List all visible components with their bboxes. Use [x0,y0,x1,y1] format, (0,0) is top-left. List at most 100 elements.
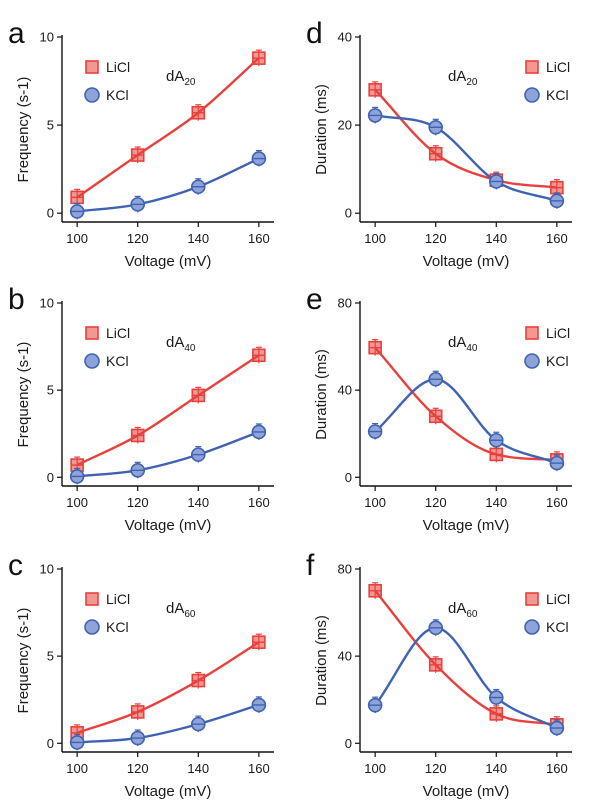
y-tick-label: 10 [40,30,54,45]
annotation-label: dA40 [166,334,196,354]
y-tick-label: 80 [338,296,352,311]
legend-entry-KCl: KCl [524,619,569,635]
x-tick-label: 100 [66,761,88,776]
annotation-subscript: 60 [466,609,478,620]
series-line-LiCl [76,354,260,467]
x-tick-label: 140 [485,761,507,776]
annotation-subscript: 60 [184,609,196,620]
y-tick-label: 40 [338,383,352,398]
x-tick-label: 100 [364,231,386,246]
legend-label: LiCl [546,59,570,75]
y-tick-label: 0 [345,470,352,485]
series-line-KCl [374,626,558,730]
y-axis-label: Frequency (s-1) [15,608,32,714]
legend-marker-circle [84,353,100,369]
panel-letter: b [8,283,25,316]
legend-entry-LiCl: LiCl [85,591,130,607]
annotation-base: dA [448,600,466,617]
chart-panel-e: 100 120 140 160 0 40 80 Voltage (mV) Duration (m… [306,283,572,534]
x-tick-label: 140 [187,231,209,246]
series-line-LiCl [374,590,558,726]
x-tick-label: 140 [485,495,507,510]
legend-marker-circle [524,619,540,635]
annotation-label: dA60 [166,600,196,620]
annotation-base: dA [166,334,184,351]
panel-letter: e [306,283,323,316]
legend-label: LiCl [106,591,130,607]
x-tick-label: 120 [127,495,149,510]
x-tick-label: 100 [66,495,88,510]
legend-entry-KCl: KCl [84,619,129,635]
x-tick-label: 160 [546,231,568,246]
series-line-KCl [374,114,558,203]
legend-label: LiCl [546,591,570,607]
legend-label: KCl [106,619,129,635]
legend-marker-square [85,326,99,340]
y-axis-label: Frequency (s-1) [15,342,32,448]
x-axis-label: Voltage (mV) [423,517,510,534]
legend-marker-square [525,326,539,340]
legend-marker-circle [524,353,540,369]
series-line-LiCl [374,89,558,189]
x-tick-label: 120 [425,495,447,510]
chart-panel-a: 100 120 140 160 0 5 10 Voltage (mV) Frequency (s… [8,17,274,270]
legend-entry-LiCl: LiCl [85,59,130,75]
y-axis-label: Duration (ms) [313,615,330,706]
x-tick-label: 100 [364,761,386,776]
y-tick-label: 5 [47,383,54,398]
series-line-LiCl [374,346,557,462]
x-tick-label: 100 [66,231,88,246]
annotation-subscript: 40 [184,343,196,354]
y-tick-label: 40 [338,30,352,45]
y-tick-label: 5 [47,118,54,133]
annotation-base: dA [448,68,466,85]
legend-label: LiCl [106,59,130,75]
y-axis-label: Duration (ms) [313,349,330,440]
y-tick-label: 10 [40,562,54,577]
legend-label: KCl [106,87,129,103]
chart-panel-c: 100 120 140 160 0 5 10 Voltage (mV) Frequency (s… [8,549,274,800]
y-tick-label: 0 [345,206,352,221]
annotation-subscript: 40 [466,343,478,354]
legend-label: KCl [546,619,569,635]
x-tick-label: 160 [248,231,270,246]
panel-letter: a [8,17,25,50]
y-tick-label: 0 [47,206,54,221]
x-tick-label: 160 [248,495,270,510]
series-line-KCl [77,703,260,744]
x-axis-label: Voltage (mV) [125,517,212,534]
legend-marker-circle [84,87,100,103]
x-tick-label: 160 [248,761,270,776]
series-line-LiCl [76,641,260,734]
annotation-base: dA [166,600,184,617]
x-tick-label: 140 [485,231,507,246]
chart-panel-f: 100 120 140 160 0 40 80 Voltage (mV) Duration (m… [306,549,572,800]
legend-label: LiCl [546,325,570,341]
y-tick-label: 0 [47,736,54,751]
legend-marker-circle [524,87,540,103]
x-tick-label: 120 [127,231,149,246]
annotation-base: dA [448,334,466,351]
legend-entry-KCl: KCl [84,87,129,103]
x-tick-label: 160 [546,495,568,510]
y-tick-label: 80 [338,562,352,577]
legend-label: KCl [546,87,569,103]
legend-entry-LiCl: LiCl [525,325,570,341]
legend-marker-square [85,592,99,606]
legend-label: KCl [106,353,129,369]
chart-panel-b: 100 120 140 160 0 5 10 Voltage (mV) Frequency (s… [8,283,274,534]
x-tick-label: 140 [187,495,209,510]
y-tick-label: 10 [40,296,54,311]
legend-entry-LiCl: LiCl [85,325,130,341]
y-tick-label: 0 [345,736,352,751]
y-tick-label: 0 [47,470,54,485]
y-axis-label: Duration (ms) [313,84,330,175]
annotation-label: dA40 [448,334,478,354]
legend-label: KCl [546,353,569,369]
legend-marker-square [85,60,99,74]
x-axis-label: Voltage (mV) [423,783,510,800]
panel-letter: f [306,549,315,582]
x-tick-label: 160 [546,761,568,776]
legend-entry-KCl: KCl [524,353,569,369]
